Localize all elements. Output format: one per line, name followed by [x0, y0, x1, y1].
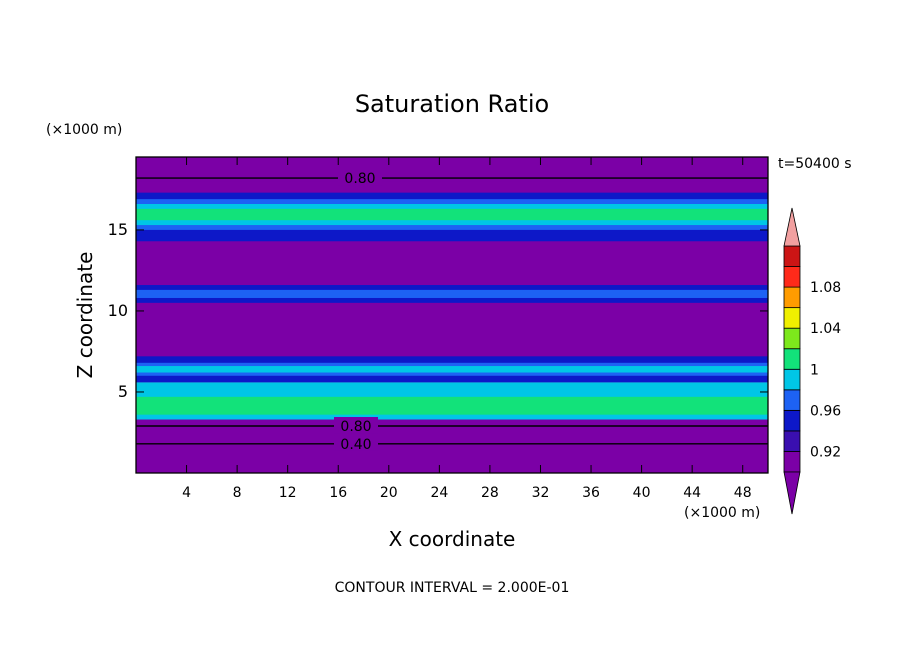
- colorbar: 0.92 0.96 1 1.04 1.08: [783, 207, 841, 515]
- contour-lines: 0.80 0.80 0.40: [136, 169, 768, 453]
- footer-contour-interval: CONTOUR INTERVAL = 2.000E-01: [335, 580, 570, 596]
- field-band: [136, 289, 768, 298]
- colorbar-tick-label: 1.08: [810, 280, 841, 296]
- y-tick-label: 5: [118, 382, 128, 401]
- contour-label: 0.40: [340, 437, 371, 453]
- colorbar-tick-label: 1: [810, 362, 819, 378]
- x-tick-label: 16: [329, 485, 347, 501]
- x-tick-label: 32: [532, 485, 550, 501]
- y-axis-label: Z coordinate: [73, 252, 97, 379]
- y-axis-ticks: 5 10 15: [108, 220, 768, 401]
- contour-label: 0.80: [340, 419, 371, 435]
- y-tick-label: 10: [108, 301, 128, 320]
- colorbar-swatch: [783, 307, 801, 329]
- y-tick-label: 15: [108, 220, 128, 239]
- x-unit-label: (×1000 m): [684, 505, 760, 521]
- time-label: t=50400 s: [778, 156, 852, 172]
- contour-label-gap: [334, 434, 378, 451]
- colorbar-swatch: [783, 266, 801, 288]
- field-band: [136, 366, 768, 373]
- colorbar-swatch: [783, 327, 801, 350]
- x-tick-label: 44: [683, 485, 701, 501]
- colorbar-tick-label: 0.96: [810, 403, 841, 419]
- field-band: [136, 208, 768, 221]
- plot-frame: [135, 156, 769, 474]
- x-tick-label: 48: [734, 485, 752, 501]
- plot-area: [136, 157, 768, 473]
- contour-label: 0.80: [344, 171, 375, 187]
- x-tick-label: 20: [380, 485, 398, 501]
- colorbar-swatch: [783, 389, 801, 411]
- colorbar-swatch: [783, 430, 801, 452]
- contour-label-gap: [334, 417, 378, 434]
- x-tick-label: 40: [633, 485, 651, 501]
- x-tick-label: 4: [182, 485, 191, 501]
- colorbar-swatch: [783, 368, 801, 391]
- x-axis-ticks: 4 8 12 16 20 24 28 32 36 40 44 48: [182, 157, 752, 501]
- colorbar-swatch: [783, 348, 801, 370]
- colorbar-tick-label: 0.92: [810, 444, 841, 460]
- chart-title: Saturation Ratio: [355, 90, 549, 118]
- colorbar-over-triangle: [783, 207, 801, 247]
- contour-label-gap: [338, 169, 382, 186]
- x-tick-label: 28: [481, 485, 499, 501]
- colorbar-swatch: [783, 451, 801, 473]
- colorbar-tick-label: 1.04: [810, 321, 841, 337]
- x-axis-label: X coordinate: [389, 527, 516, 551]
- colorbar-swatch: [783, 409, 801, 432]
- field-band: [136, 396, 768, 415]
- colorbar-under-triangle: [783, 471, 801, 515]
- colorbar-swatch: [783, 245, 801, 267]
- x-tick-label: 12: [279, 485, 297, 501]
- colorbar-swatch: [783, 286, 801, 309]
- x-tick-label: 24: [430, 485, 448, 501]
- x-tick-label: 8: [233, 485, 242, 501]
- y-unit-label: (×1000 m): [46, 122, 122, 138]
- x-tick-label: 36: [582, 485, 600, 501]
